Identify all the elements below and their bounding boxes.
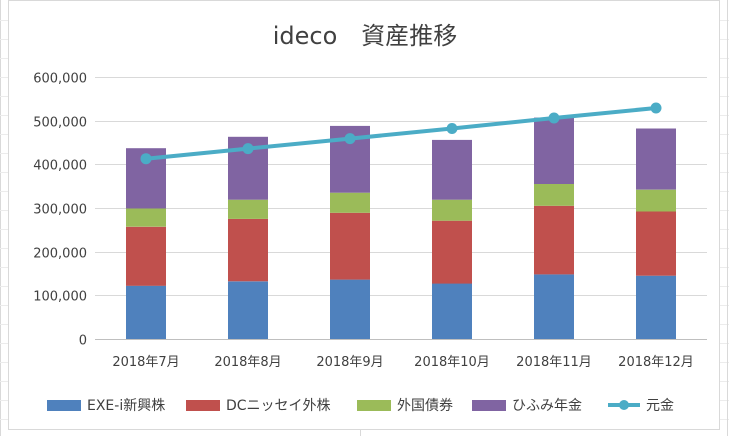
bar-segment: [330, 279, 370, 339]
line-point: [650, 102, 662, 114]
y-tick-label: 400,000: [33, 159, 87, 174]
chart-area[interactable]: ideco 資産推移 600,000 500,000 400,000 300,000 2…: [8, 0, 720, 430]
bar-segment: [636, 275, 676, 339]
y-tick-label: 500,000: [33, 116, 87, 131]
x-tick-label: 2018年7月: [112, 355, 179, 370]
legend: EXE-i新興株 DCニッセイ外株 外国債券 ひふみ年金 元金: [47, 398, 674, 414]
line-point: [446, 123, 458, 134]
x-tick-label: 2018年8月: [214, 355, 281, 370]
x-tick-label: 2018年9月: [316, 355, 383, 370]
chart-title: ideco 資産推移: [273, 22, 458, 50]
line-point: [140, 153, 152, 165]
legend-label: 元金: [646, 398, 674, 414]
bar-segment: [534, 117, 574, 184]
bar-segment: [636, 128, 676, 190]
legend-swatch: [47, 400, 81, 411]
bar-segment: [228, 218, 268, 282]
legend-swatch: [357, 400, 391, 411]
bar-segment: [126, 226, 166, 286]
line-series: [144, 106, 658, 161]
y-tick-label: 600,000: [33, 72, 87, 87]
bar-segment: [126, 285, 166, 339]
y-tick-label: 200,000: [33, 247, 87, 262]
y-tick-label: 100,000: [33, 290, 87, 305]
legend-label: DCニッセイ外株: [226, 398, 331, 414]
principal-line: [140, 102, 662, 165]
stacked-bar-chart: ideco 資産推移 600,000 500,000 400,000 300,000 2…: [33, 22, 707, 414]
bar-segment: [636, 189, 676, 212]
bar-segment: [432, 283, 472, 339]
bar-segment: [534, 274, 574, 339]
legend-label: EXE-i新興株: [87, 398, 165, 414]
bar-segment: [636, 211, 676, 276]
x-axis-labels: 2018年7月 2018年8月 2018年9月 2018年10月 2018年11月 201…: [112, 355, 694, 370]
bars: [126, 117, 676, 339]
legend-swatch: [472, 400, 506, 411]
x-tick-label: 2018年12月: [618, 355, 694, 370]
legend-swatch: [186, 400, 220, 411]
y-tick-label: 0: [79, 334, 87, 349]
y-tick-label: 300,000: [33, 203, 87, 218]
x-tick-label: 2018年10月: [414, 355, 490, 370]
bar-segment: [228, 281, 268, 339]
legend-label: ひふみ年金: [512, 398, 582, 414]
line-point: [548, 112, 560, 124]
gridlines: [95, 77, 707, 340]
bar-segment: [432, 199, 472, 221]
bar-segment: [228, 199, 268, 219]
bar-segment: [432, 139, 472, 200]
legend-label: 外国債券: [397, 398, 453, 414]
bar-segment: [534, 184, 574, 206]
bar-segment: [534, 205, 574, 275]
legend-line-marker: [619, 400, 629, 410]
bar-segment: [432, 220, 472, 284]
bar-segment: [330, 212, 370, 280]
x-tick-label: 2018年11月: [516, 355, 592, 370]
y-axis-labels: 600,000 500,000 400,000 300,000 200,000 100,0…: [33, 72, 87, 349]
line-point: [242, 143, 254, 155]
bar-segment: [330, 192, 370, 213]
bar-segment: [126, 208, 166, 227]
line-point: [344, 133, 356, 145]
